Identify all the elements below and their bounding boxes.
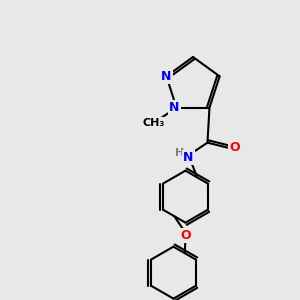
- Text: H: H: [175, 148, 184, 158]
- Text: N: N: [161, 70, 172, 83]
- Text: O: O: [229, 141, 240, 154]
- Text: N: N: [169, 101, 180, 114]
- Text: CH₃: CH₃: [142, 118, 165, 128]
- Text: O: O: [180, 229, 191, 242]
- Text: N: N: [183, 151, 194, 164]
